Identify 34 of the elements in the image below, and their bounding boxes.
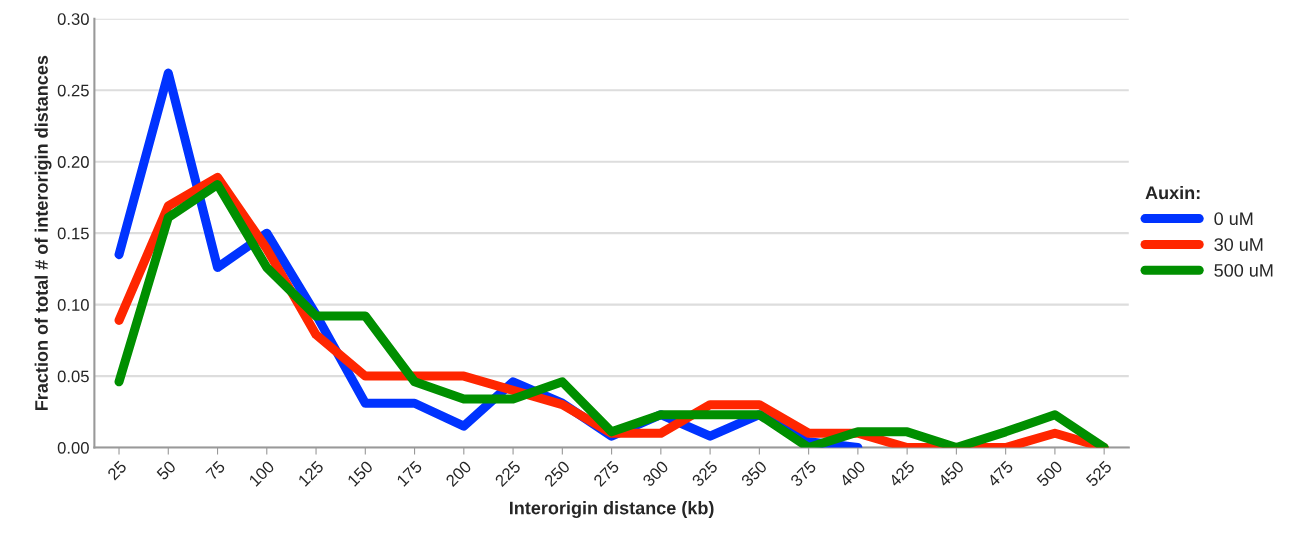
- x-tick-label: 200: [445, 460, 473, 488]
- x-tick-label: 125: [297, 460, 325, 487]
- x-tick-label: 475: [986, 460, 1014, 488]
- x-tick-label: 225: [494, 460, 522, 488]
- legend-title: Auxin:: [1145, 185, 1200, 200]
- y-tick-label: 0.15: [57, 227, 89, 240]
- x-tick-label: 300: [641, 460, 670, 488]
- x-tick-label: 325: [691, 460, 719, 488]
- x-tick-label: 275: [592, 460, 620, 488]
- x-tick-label: 425: [888, 460, 916, 488]
- x-tick-label: 150: [346, 460, 374, 487]
- x-axis-title: Interorigin distance (kb): [509, 501, 714, 519]
- x-tick-label: 175: [396, 460, 423, 487]
- y-tick-label: 0.10: [57, 299, 89, 311]
- x-tick-label: 500: [1036, 460, 1064, 488]
- y-tick-label: 0.05: [57, 370, 89, 383]
- y-axis-title: Fraction of total # of interorigin distances: [34, 55, 52, 410]
- legend-label: 0 uM: [1214, 212, 1253, 226]
- x-tick-label: 75: [205, 460, 226, 481]
- x-tick-label: 50: [155, 460, 177, 481]
- y-tick-label: 0.20: [57, 156, 89, 168]
- y-tick-label: 0.30: [57, 13, 89, 25]
- x-tick-label: 350: [740, 460, 768, 488]
- legend-label: 30 uM: [1214, 238, 1263, 251]
- y-tick-label: 0.00: [57, 441, 89, 454]
- x-tick-label: 100: [248, 460, 275, 487]
- x-tick-label: 25: [106, 460, 128, 481]
- x-tick-label: 375: [789, 460, 817, 488]
- x-tick-label: 450: [937, 460, 965, 488]
- x-tick-label: 525: [1085, 460, 1113, 488]
- y-tick-label: 0.25: [57, 84, 89, 97]
- x-tick-label: 400: [838, 460, 867, 488]
- legend-label: 500 uM: [1214, 264, 1273, 277]
- x-tick-label: 250: [543, 460, 571, 488]
